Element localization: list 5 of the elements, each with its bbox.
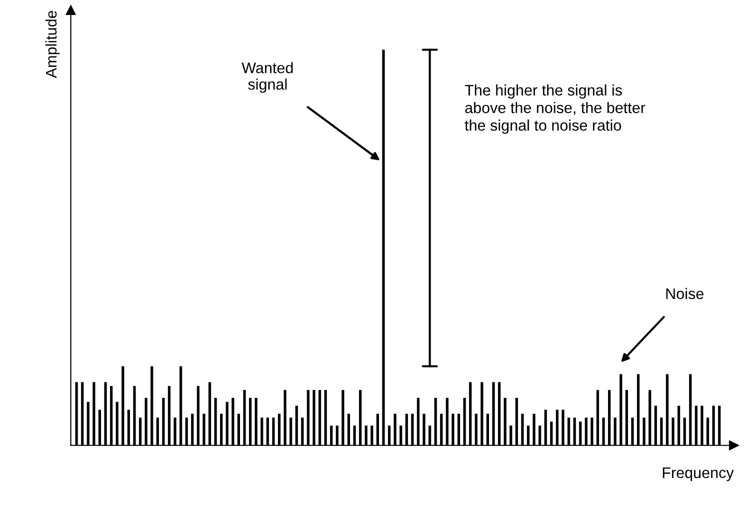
annotation: Wanted signal [242, 62, 293, 93]
x-axis-title: Frequency [662, 467, 734, 482]
y-axis-title: Amplitude [45, 10, 60, 78]
annotation: Noise [666, 288, 704, 300]
annotation: The higher the signal is above the noise, the better the signal to noise ratio [464, 84, 646, 134]
